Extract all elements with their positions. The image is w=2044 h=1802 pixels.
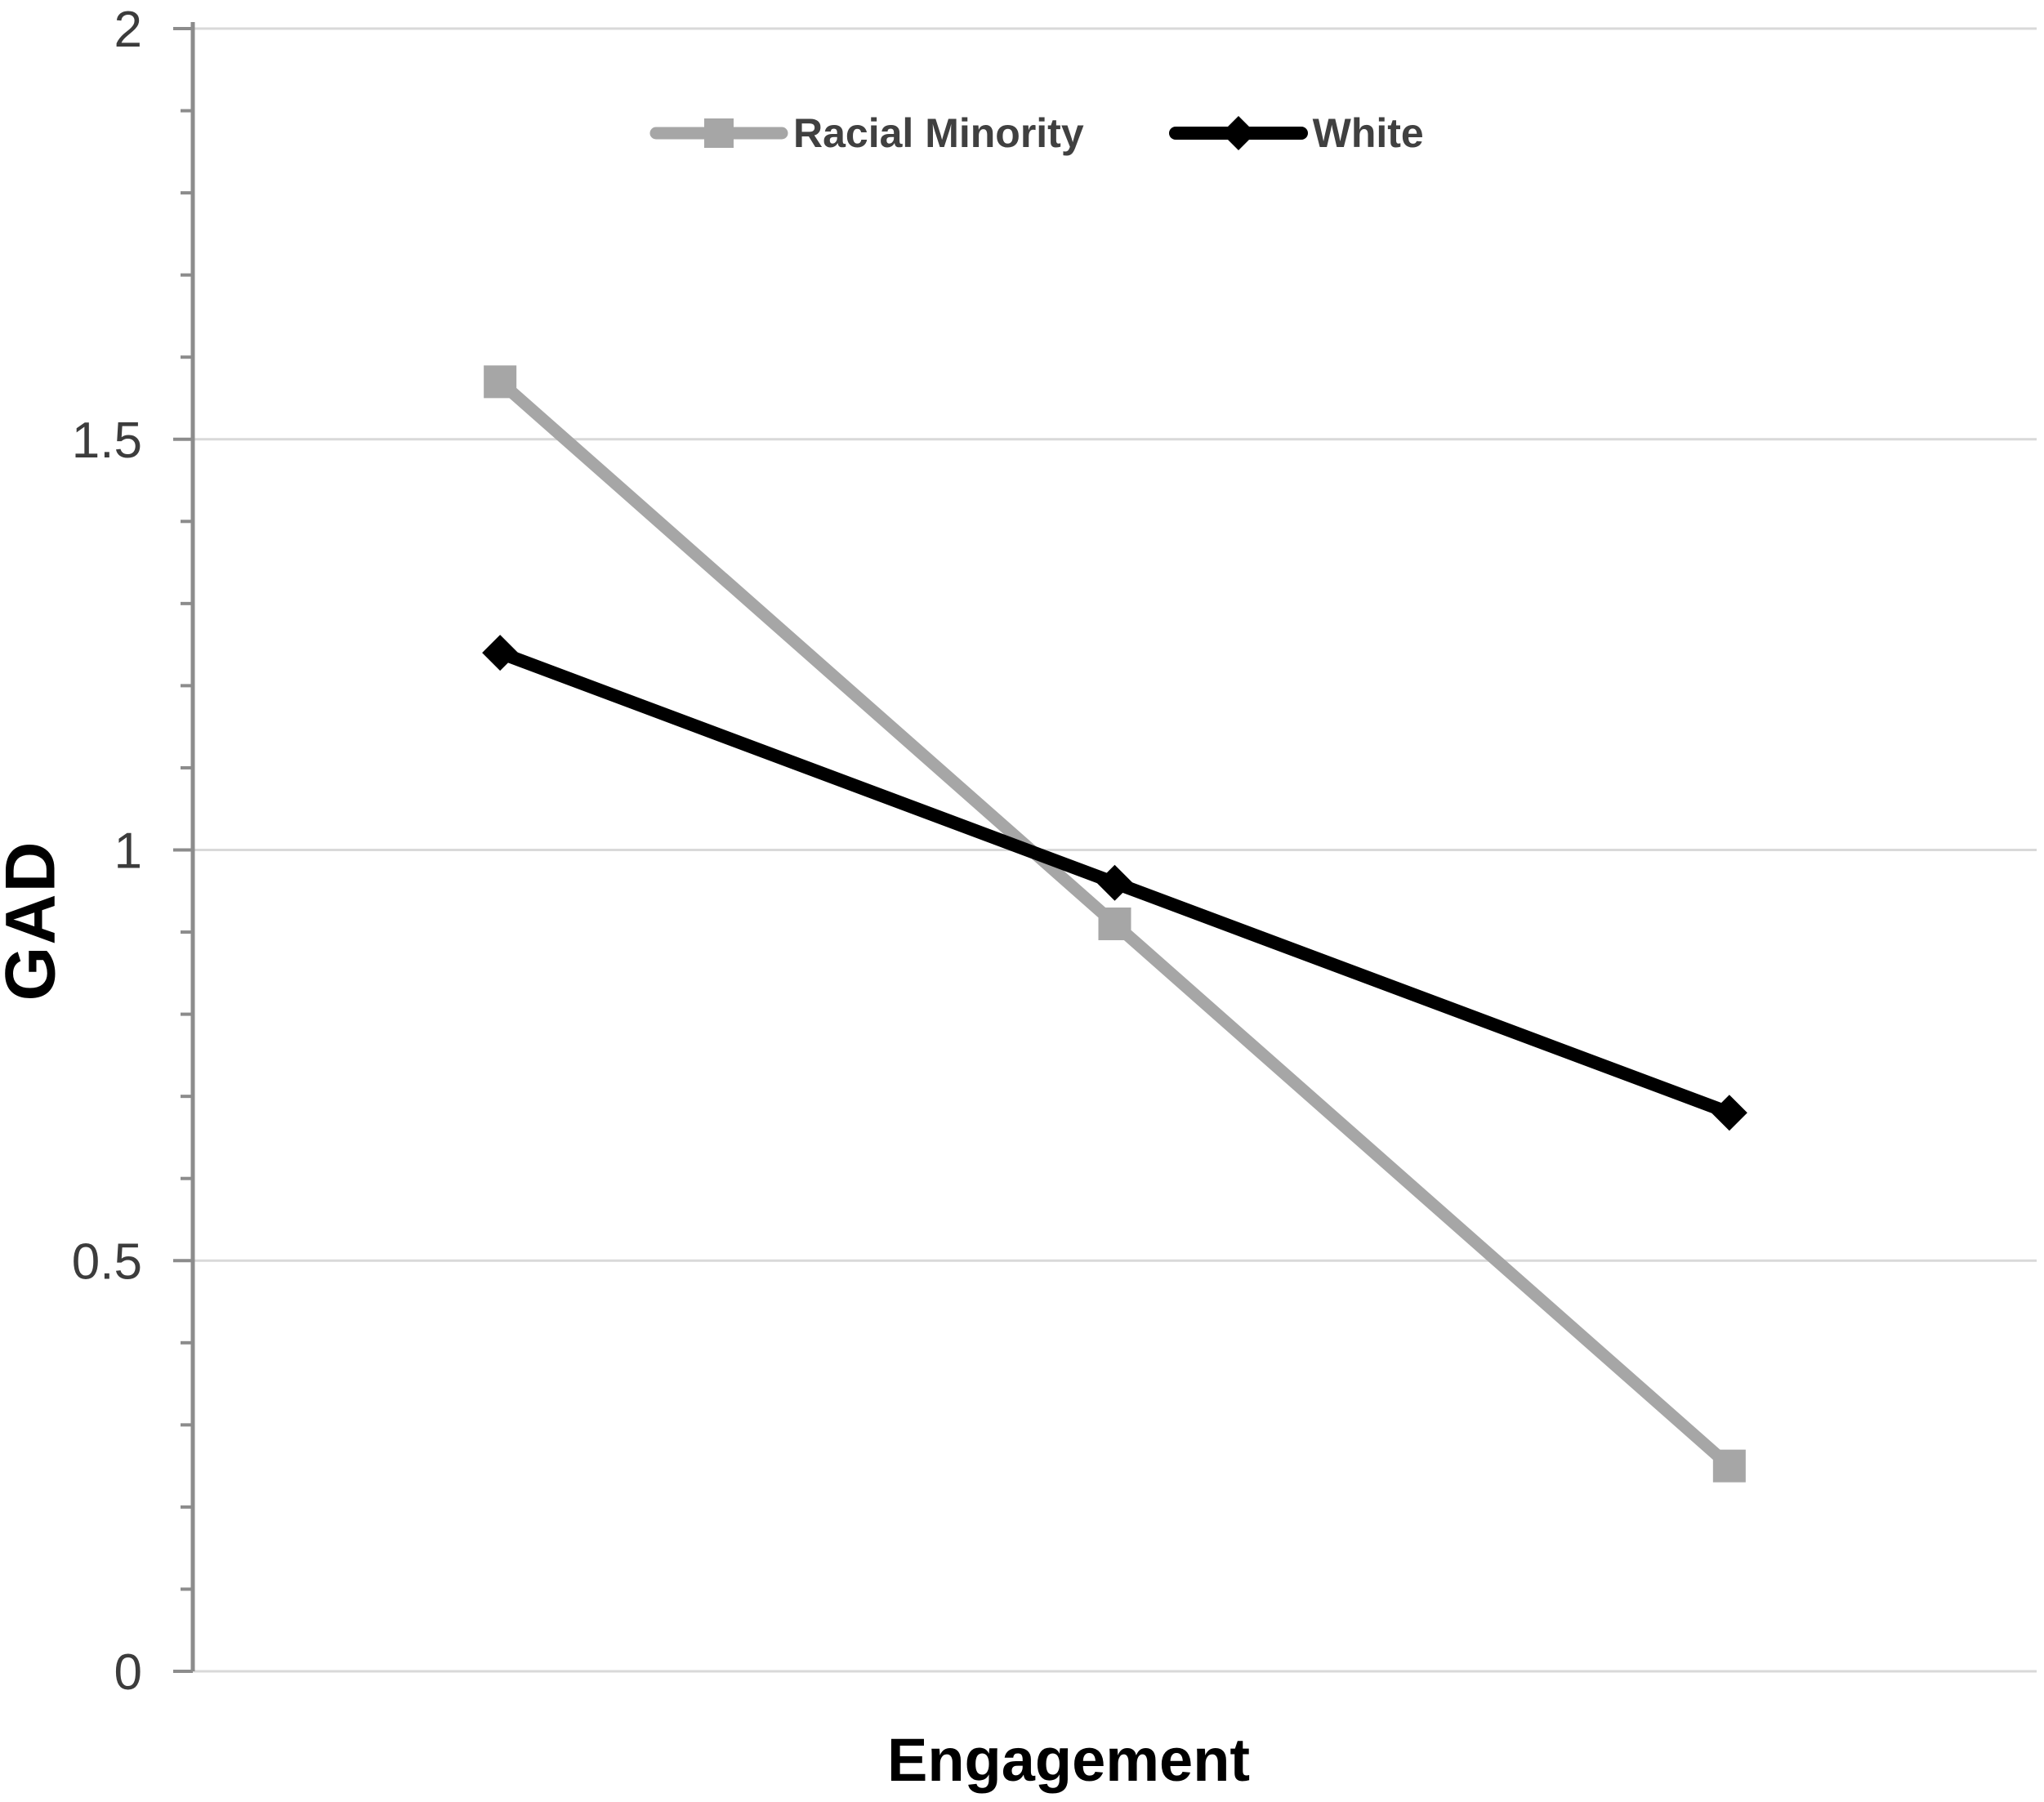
data-point-square-racial-minority — [1712, 1449, 1746, 1483]
legend-swatch-diamond-line-icon — [1168, 116, 1308, 150]
legend-item-racial-minority: Racial Minority — [649, 104, 1084, 163]
data-point-square-racial-minority — [1098, 907, 1131, 940]
y-tick-label: 1 — [114, 823, 142, 880]
y-axis-title: GAD — [0, 840, 70, 1001]
y-tick-label: 1.5 — [72, 413, 142, 469]
legend-label-white: White — [1312, 110, 1424, 156]
legend-label-racial-minority: Racial Minority — [793, 110, 1084, 156]
data-point-diamond-white — [482, 635, 519, 671]
data-point-diamond-white — [1711, 1095, 1747, 1131]
legend-swatch-square-line-icon — [649, 118, 788, 148]
y-tick-label: 0.5 — [72, 1233, 142, 1290]
data-point-diamond-white — [1096, 864, 1133, 901]
legend-item-white: White — [1168, 104, 1424, 163]
y-tick-label: 2 — [114, 2, 142, 58]
y-tick-label: 0 — [114, 1644, 142, 1701]
legend: Racial Minority White — [649, 104, 1424, 163]
data-point-square-racial-minority — [484, 365, 517, 399]
x-axis-title: Engagement — [886, 1726, 1251, 1794]
